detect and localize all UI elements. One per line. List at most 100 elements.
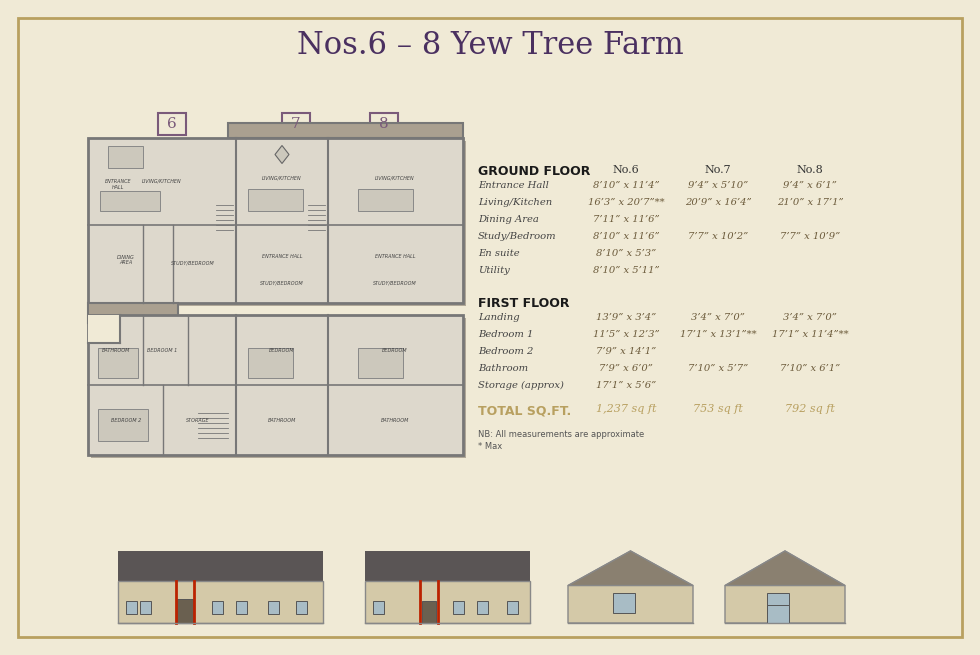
Polygon shape bbox=[118, 551, 323, 581]
Bar bbox=[88, 138, 463, 303]
Text: 20’9” x 16’4”: 20’9” x 16’4” bbox=[685, 198, 752, 207]
Text: STUDY/BEDROOM: STUDY/BEDROOM bbox=[373, 281, 416, 286]
Text: 9’4” x 5’10”: 9’4” x 5’10” bbox=[688, 181, 748, 190]
Bar bbox=[477, 601, 488, 614]
Text: 7: 7 bbox=[291, 117, 301, 131]
Text: 8’10” x 5’11”: 8’10” x 5’11” bbox=[593, 266, 660, 275]
Bar bbox=[126, 601, 137, 614]
Bar bbox=[248, 189, 303, 211]
Bar bbox=[365, 581, 530, 623]
Text: 8: 8 bbox=[379, 117, 389, 131]
Bar bbox=[100, 191, 160, 211]
Bar bbox=[91, 141, 466, 306]
Text: 3’4” x 7’0”: 3’4” x 7’0” bbox=[691, 313, 745, 322]
Text: 3’4” x 7’0”: 3’4” x 7’0” bbox=[783, 313, 837, 322]
Bar bbox=[98, 409, 148, 441]
Text: Bathroom: Bathroom bbox=[478, 364, 528, 373]
Text: LIVING/KITCHEN: LIVING/KITCHEN bbox=[375, 175, 415, 180]
Bar bbox=[358, 348, 403, 378]
Text: 8’10” x 5’3”: 8’10” x 5’3” bbox=[596, 249, 657, 258]
Text: Study/Bedroom: Study/Bedroom bbox=[478, 232, 557, 241]
Bar bbox=[140, 601, 151, 614]
Polygon shape bbox=[725, 551, 845, 623]
Text: En suite: En suite bbox=[478, 249, 519, 258]
Bar bbox=[236, 601, 247, 614]
Text: Utility: Utility bbox=[478, 266, 510, 275]
Text: ENTRANCE HALL: ENTRANCE HALL bbox=[374, 254, 416, 259]
Text: 8’10” x 11’6”: 8’10” x 11’6” bbox=[593, 232, 660, 241]
Text: STORAGE: STORAGE bbox=[186, 417, 210, 422]
Text: Bedroom 2: Bedroom 2 bbox=[478, 347, 533, 356]
Text: 7’10” x 5’7”: 7’10” x 5’7” bbox=[688, 364, 748, 373]
Bar bbox=[212, 601, 223, 614]
Text: 8’10” x 11’4”: 8’10” x 11’4” bbox=[593, 181, 660, 190]
Text: No.8: No.8 bbox=[797, 165, 823, 175]
Text: 753 sq ft: 753 sq ft bbox=[693, 404, 743, 414]
Text: 7’9” x 14’1”: 7’9” x 14’1” bbox=[596, 347, 657, 356]
Text: STUDY/BEDROOM: STUDY/BEDROOM bbox=[260, 281, 304, 286]
Text: Storage (approx): Storage (approx) bbox=[478, 381, 564, 390]
Text: BEDROOM 1: BEDROOM 1 bbox=[147, 348, 177, 352]
Text: Nos.6 – 8 Yew Tree Farm: Nos.6 – 8 Yew Tree Farm bbox=[297, 29, 683, 60]
Text: BEDROOM: BEDROOM bbox=[382, 348, 408, 352]
Text: 11’5” x 12’3”: 11’5” x 12’3” bbox=[593, 330, 660, 339]
Text: BEDROOM: BEDROOM bbox=[270, 348, 295, 352]
Text: 7’10” x 6’1”: 7’10” x 6’1” bbox=[780, 364, 840, 373]
Bar bbox=[767, 605, 789, 623]
Bar bbox=[507, 601, 518, 614]
Bar bbox=[613, 593, 635, 613]
Bar bbox=[108, 145, 143, 168]
Text: NB: All measurements are approximate: NB: All measurements are approximate bbox=[478, 430, 644, 439]
Text: ENTRANCE HALL: ENTRANCE HALL bbox=[262, 254, 302, 259]
Text: BATHROOM: BATHROOM bbox=[381, 417, 410, 422]
Text: 21’0” x 17’1”: 21’0” x 17’1” bbox=[777, 198, 844, 207]
Text: Bedroom 1: Bedroom 1 bbox=[478, 330, 533, 339]
Text: 792 sq ft: 792 sq ft bbox=[785, 404, 835, 414]
Text: 7’11” x 11’6”: 7’11” x 11’6” bbox=[593, 215, 660, 224]
Text: 9’4” x 6’1”: 9’4” x 6’1” bbox=[783, 181, 837, 190]
Text: 17’1” x 5’6”: 17’1” x 5’6” bbox=[596, 381, 657, 390]
Bar bbox=[422, 601, 436, 623]
Text: LIVING/KITCHEN: LIVING/KITCHEN bbox=[263, 175, 302, 180]
Text: 6: 6 bbox=[168, 117, 176, 131]
Text: LIVING/KITCHEN: LIVING/KITCHEN bbox=[142, 178, 182, 183]
Text: TOTAL SQ.FT.: TOTAL SQ.FT. bbox=[478, 404, 571, 417]
Text: 7’7” x 10’2”: 7’7” x 10’2” bbox=[688, 232, 748, 241]
Text: ENTRANCE
HALL: ENTRANCE HALL bbox=[105, 179, 131, 189]
Bar bbox=[767, 593, 789, 613]
Bar bbox=[228, 123, 463, 138]
Text: No.7: No.7 bbox=[705, 165, 731, 175]
Bar bbox=[88, 303, 178, 323]
Text: 17’1” x 11’4”**: 17’1” x 11’4”** bbox=[771, 330, 849, 339]
Text: Dining Area: Dining Area bbox=[478, 215, 539, 224]
Polygon shape bbox=[568, 551, 693, 623]
Text: 17’1” x 13’1”**: 17’1” x 13’1”** bbox=[680, 330, 757, 339]
Text: 16’3” x 20’7”**: 16’3” x 20’7”** bbox=[588, 198, 664, 207]
Bar bbox=[373, 601, 384, 614]
Bar bbox=[296, 601, 307, 614]
Bar bbox=[98, 348, 138, 378]
Text: BATHROOM: BATHROOM bbox=[102, 348, 130, 352]
Text: Living/Kitchen: Living/Kitchen bbox=[478, 198, 553, 207]
Text: * Max: * Max bbox=[478, 442, 503, 451]
Text: 1,237 sq ft: 1,237 sq ft bbox=[596, 404, 657, 414]
Bar bbox=[358, 189, 413, 211]
Text: Landing: Landing bbox=[478, 313, 519, 322]
Bar bbox=[370, 113, 398, 135]
Text: 7’7” x 10’9”: 7’7” x 10’9” bbox=[780, 232, 840, 241]
Bar bbox=[118, 581, 323, 623]
Text: 7’9” x 6’0”: 7’9” x 6’0” bbox=[599, 364, 653, 373]
Text: BEDROOM 2: BEDROOM 2 bbox=[111, 417, 141, 422]
Bar bbox=[248, 348, 293, 378]
Bar bbox=[91, 318, 466, 458]
Bar bbox=[158, 113, 186, 135]
Polygon shape bbox=[725, 551, 845, 586]
Polygon shape bbox=[275, 145, 289, 164]
Bar bbox=[453, 601, 464, 614]
Polygon shape bbox=[568, 551, 693, 586]
Bar bbox=[88, 315, 463, 455]
Text: GROUND FLOOR: GROUND FLOOR bbox=[478, 165, 590, 178]
Text: Entrance Hall: Entrance Hall bbox=[478, 181, 549, 190]
Polygon shape bbox=[365, 551, 530, 581]
Text: STUDY/BEDROOM: STUDY/BEDROOM bbox=[172, 261, 215, 266]
